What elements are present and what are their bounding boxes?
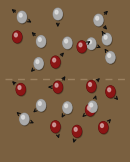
Circle shape bbox=[38, 38, 41, 41]
Circle shape bbox=[53, 8, 62, 20]
Circle shape bbox=[86, 105, 95, 117]
Circle shape bbox=[73, 126, 81, 137]
Circle shape bbox=[34, 58, 43, 69]
Circle shape bbox=[78, 41, 86, 52]
Circle shape bbox=[102, 33, 111, 45]
Circle shape bbox=[108, 54, 111, 57]
Circle shape bbox=[87, 81, 96, 92]
Circle shape bbox=[100, 124, 103, 127]
Circle shape bbox=[38, 102, 41, 105]
Circle shape bbox=[106, 86, 115, 97]
Circle shape bbox=[21, 114, 30, 126]
Circle shape bbox=[17, 84, 25, 95]
Circle shape bbox=[51, 121, 60, 132]
Circle shape bbox=[73, 126, 82, 138]
Circle shape bbox=[103, 34, 111, 44]
Circle shape bbox=[87, 81, 97, 93]
Circle shape bbox=[72, 125, 82, 137]
Circle shape bbox=[13, 31, 22, 43]
Circle shape bbox=[63, 102, 72, 113]
Circle shape bbox=[18, 86, 21, 89]
Circle shape bbox=[87, 38, 96, 49]
Circle shape bbox=[37, 100, 45, 111]
Circle shape bbox=[63, 37, 72, 49]
Circle shape bbox=[90, 103, 93, 107]
Circle shape bbox=[51, 57, 60, 67]
Circle shape bbox=[89, 83, 92, 86]
Circle shape bbox=[14, 33, 17, 37]
Circle shape bbox=[106, 52, 115, 63]
Circle shape bbox=[63, 38, 72, 48]
Circle shape bbox=[94, 15, 103, 25]
Circle shape bbox=[95, 15, 104, 27]
Circle shape bbox=[18, 12, 26, 22]
Circle shape bbox=[34, 58, 43, 69]
Circle shape bbox=[78, 42, 87, 53]
Circle shape bbox=[36, 60, 39, 64]
Circle shape bbox=[35, 59, 44, 70]
Circle shape bbox=[52, 122, 61, 133]
Circle shape bbox=[108, 88, 111, 92]
Circle shape bbox=[55, 10, 58, 14]
Circle shape bbox=[13, 32, 21, 42]
Circle shape bbox=[19, 13, 22, 17]
Circle shape bbox=[51, 121, 60, 133]
Circle shape bbox=[99, 123, 109, 134]
Circle shape bbox=[20, 114, 28, 124]
Circle shape bbox=[99, 122, 108, 133]
Circle shape bbox=[77, 41, 86, 52]
Circle shape bbox=[37, 100, 46, 111]
Circle shape bbox=[54, 9, 62, 19]
Circle shape bbox=[106, 86, 115, 98]
Circle shape bbox=[51, 56, 60, 68]
Circle shape bbox=[88, 102, 97, 112]
Circle shape bbox=[65, 39, 68, 43]
Circle shape bbox=[37, 100, 46, 112]
Circle shape bbox=[87, 81, 96, 92]
Circle shape bbox=[37, 37, 46, 48]
Circle shape bbox=[54, 82, 62, 92]
Circle shape bbox=[52, 57, 61, 69]
Circle shape bbox=[94, 14, 103, 26]
Circle shape bbox=[17, 85, 26, 96]
Circle shape bbox=[53, 81, 62, 93]
Circle shape bbox=[53, 58, 56, 62]
Circle shape bbox=[65, 104, 68, 108]
Circle shape bbox=[53, 123, 56, 127]
Circle shape bbox=[89, 102, 98, 114]
Circle shape bbox=[37, 36, 45, 47]
Circle shape bbox=[99, 122, 108, 133]
Circle shape bbox=[74, 127, 77, 131]
Circle shape bbox=[86, 105, 94, 115]
Circle shape bbox=[20, 113, 29, 125]
Circle shape bbox=[18, 12, 27, 24]
Circle shape bbox=[107, 52, 116, 64]
Circle shape bbox=[54, 82, 63, 94]
Circle shape bbox=[22, 115, 25, 119]
Circle shape bbox=[64, 103, 73, 114]
Circle shape bbox=[96, 16, 99, 20]
Circle shape bbox=[103, 34, 112, 46]
Circle shape bbox=[104, 35, 107, 39]
Circle shape bbox=[37, 36, 46, 47]
Circle shape bbox=[106, 52, 115, 63]
Circle shape bbox=[79, 43, 82, 47]
Circle shape bbox=[88, 101, 97, 113]
Circle shape bbox=[55, 83, 58, 87]
Circle shape bbox=[86, 104, 95, 116]
Circle shape bbox=[87, 38, 96, 49]
Circle shape bbox=[17, 11, 27, 23]
Circle shape bbox=[16, 84, 25, 95]
Circle shape bbox=[63, 102, 72, 113]
Circle shape bbox=[87, 39, 97, 50]
Circle shape bbox=[87, 106, 90, 110]
Circle shape bbox=[107, 87, 116, 98]
Circle shape bbox=[64, 38, 73, 50]
Circle shape bbox=[89, 40, 92, 44]
Circle shape bbox=[13, 32, 22, 44]
Circle shape bbox=[54, 9, 63, 21]
